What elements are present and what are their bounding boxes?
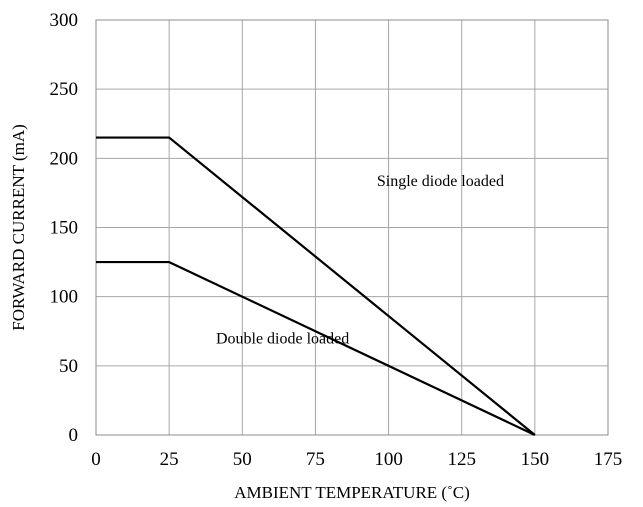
- y-axis-title: FORWARD CURRENT (mA): [9, 124, 28, 331]
- y-tick-label: 150: [50, 218, 79, 239]
- x-tick-label: 50: [233, 449, 252, 470]
- x-tick-label: 175: [594, 449, 623, 470]
- x-tick-label: 100: [374, 449, 403, 470]
- x-tick-label: 25: [160, 449, 179, 470]
- y-tick-label: 300: [50, 10, 79, 31]
- annotation-label-1: Single diode loaded: [377, 173, 504, 190]
- y-tick-label: 200: [50, 148, 79, 169]
- y-tick-label: 50: [59, 356, 78, 377]
- series-line-2: [96, 260, 536, 436]
- y-tick-label: 100: [50, 287, 79, 308]
- grid: [95, 19, 609, 436]
- series-line-1: [96, 136, 536, 436]
- y-tick-label: 250: [50, 79, 79, 100]
- x-tick-label: 75: [306, 449, 325, 470]
- x-tick-label: 150: [521, 449, 550, 470]
- x-tick-label: 125: [447, 449, 476, 470]
- y-tick-label: 0: [69, 425, 79, 446]
- annotation-label-2: Double diode loaded: [216, 331, 349, 348]
- annotations: Single diode loaded Double diode loaded: [216, 173, 504, 348]
- series-layer: [96, 136, 536, 436]
- x-axis-title: AMBIENT TEMPERATURE (˚C): [234, 483, 470, 502]
- plot-area-frame: [95, 19, 609, 436]
- x-tick-label: 0: [91, 449, 101, 470]
- tick-labels: 0 25 50 75 100 125 150 175 0 50 100 150 200 250 300: [50, 10, 623, 470]
